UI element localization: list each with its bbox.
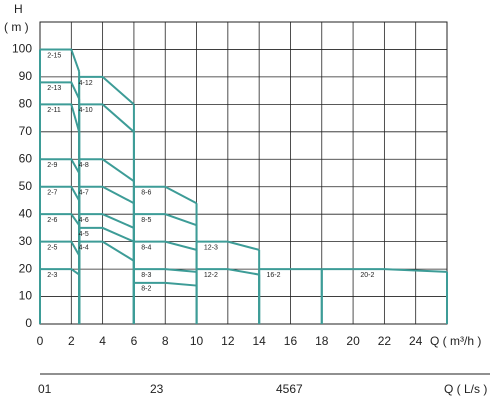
y-tick-label: 30 [19, 234, 33, 248]
curve-label: 4-4 [79, 244, 89, 251]
y-tick-label: 70 [19, 124, 33, 138]
curve-label: 8-3 [141, 272, 151, 279]
y-tick-label: 0 [25, 316, 32, 330]
pump-curve [79, 240, 135, 262]
curve-label: 2-9 [47, 162, 57, 169]
pump-curve [40, 103, 81, 133]
curve-label: 8-2 [141, 286, 151, 293]
curve-label: 2-5 [47, 244, 57, 251]
pump-curve [133, 213, 197, 227]
y-tick-label: 80 [19, 97, 33, 111]
curve-label: 4-5 [79, 231, 89, 238]
pump-curve [79, 75, 135, 106]
curve-label: 2-15 [47, 52, 61, 59]
curve-label: 2-13 [47, 85, 61, 92]
x-tick-label: 4 [99, 334, 106, 348]
curve-label: 4-7 [79, 190, 89, 197]
curve-label: 8-6 [141, 190, 151, 197]
y-tick-label: 50 [19, 179, 33, 193]
curve-label: 2-11 [47, 107, 61, 114]
curve-label: 20-2 [360, 272, 374, 279]
curve-label: 2-6 [47, 217, 57, 224]
x-tick-label: 0 [37, 334, 44, 348]
x-tick-label: 24 [409, 334, 423, 348]
pump-curve [40, 158, 81, 174]
x-tick-label: 20 [346, 334, 360, 348]
pump-curve [40, 240, 81, 256]
pump-curve [196, 268, 260, 276]
curve-label: 2-3 [47, 272, 57, 279]
x-tick-label: 22 [378, 334, 392, 348]
curve-label: 4-10 [79, 107, 93, 114]
pump-curve [133, 185, 198, 205]
x-tick-label: 12 [221, 334, 235, 348]
pump-curve [321, 268, 448, 273]
pump-curve [133, 268, 197, 273]
pump-curve [79, 103, 135, 133]
curve-label: 2-7 [47, 190, 57, 197]
pump-curve [40, 268, 80, 276]
y-tick-label: 60 [19, 151, 33, 165]
y-tick-label: 10 [19, 289, 33, 303]
plot-frame [39, 21, 448, 325]
y-tick-label: 20 [19, 261, 33, 275]
curve-label: 16-2 [266, 272, 280, 279]
curve-label: 8-5 [141, 217, 151, 224]
y-tick-label: 40 [19, 206, 33, 220]
curve-label: 4-8 [79, 162, 89, 169]
flow-tick-label: 01 [38, 382, 52, 396]
curve-label: 12-2 [204, 272, 218, 279]
x-tick-label: 18 [315, 334, 329, 348]
y-title: H [14, 2, 23, 16]
pump-curve [40, 213, 80, 226]
curve-label: 12-3 [204, 244, 218, 251]
pump-curve [40, 185, 81, 201]
x-tick-label: 14 [252, 334, 266, 348]
x-tick-label: 2 [68, 334, 75, 348]
x-title: Q ( m³/h ) [430, 334, 481, 348]
flow-axis-title: Q ( L/s ) [444, 382, 487, 396]
pump-curve [79, 158, 135, 183]
pump-curve [133, 281, 197, 287]
pump-curve [79, 185, 135, 205]
x-tick-label: 10 [190, 334, 204, 348]
pump-curve [79, 213, 135, 229]
x-tick-label: 8 [162, 334, 169, 348]
pump-curve [40, 48, 81, 72]
pump-curve [196, 240, 260, 251]
pump-curve [40, 81, 81, 100]
pump-curve [133, 240, 197, 251]
y-tick-label: 100 [12, 42, 32, 56]
x-tick-label: 16 [284, 334, 298, 348]
curve-label: 4-6 [79, 217, 89, 224]
flow-tick-label: 23 [150, 382, 164, 396]
y-tick-label: 90 [19, 69, 33, 83]
x-tick-label: 6 [131, 334, 138, 348]
flow-tick-label: 4567 [276, 382, 303, 396]
y-unit: ( m ) [4, 20, 29, 34]
curve-label: 4-12 [79, 80, 93, 87]
curve-label: 8-4 [141, 244, 151, 251]
pump-curve [79, 226, 135, 243]
